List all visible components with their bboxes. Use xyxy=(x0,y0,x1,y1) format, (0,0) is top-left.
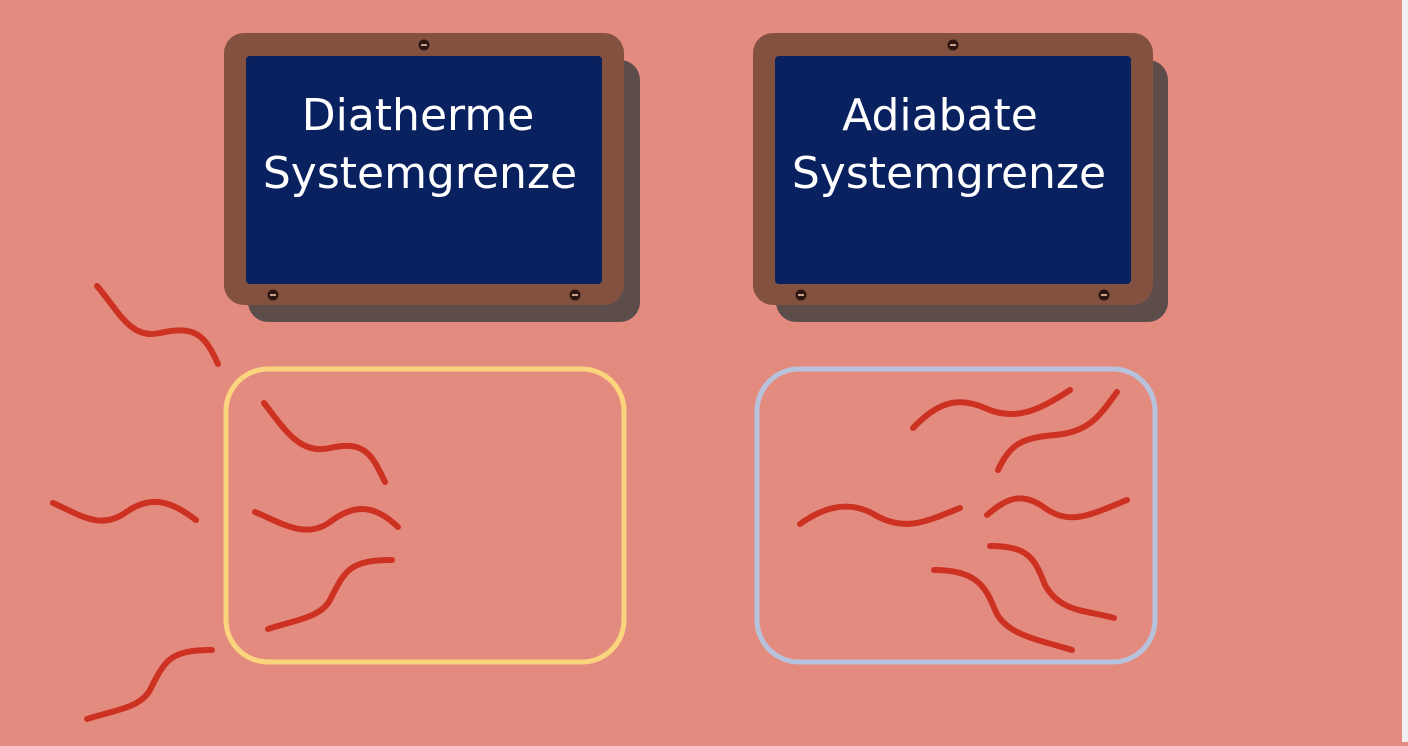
diathermal-boundary xyxy=(223,366,627,665)
wavy-heat-line-icon xyxy=(265,557,395,632)
sign-title-line-2: Systemgrenze xyxy=(792,148,1106,199)
sign-title-line-1: Adiabate xyxy=(842,90,1038,141)
sign-title-line-2: Systemgrenze xyxy=(263,148,577,199)
wavy-heat-line-icon xyxy=(931,567,1075,653)
wavy-heat-line-icon xyxy=(84,647,215,722)
screw-slot xyxy=(950,44,956,46)
adiabatic-heat-waves xyxy=(797,387,1130,653)
screw-slot xyxy=(1101,294,1107,296)
wavy-heat-line-icon xyxy=(984,495,1130,521)
screw-slot xyxy=(270,294,276,296)
wavy-heat-line-icon xyxy=(797,503,963,527)
screw-slot xyxy=(421,44,427,46)
adiabatic-boundary xyxy=(754,366,1158,665)
wavy-heat-line-icon xyxy=(987,543,1117,621)
wavy-heat-line-icon xyxy=(94,283,221,367)
sign-diatherme: Diatherme Systemgrenze xyxy=(224,33,640,322)
screw-slot xyxy=(798,294,804,296)
wavy-heat-line-icon xyxy=(261,400,388,485)
diathermal-heat-waves xyxy=(50,283,401,722)
sign-adiabate: Adiabate Systemgrenze xyxy=(753,33,1168,322)
sign-face xyxy=(246,56,602,284)
sign-title-line-1: Diatherme xyxy=(302,90,535,141)
sign-face xyxy=(775,56,1131,284)
wavy-heat-line-icon xyxy=(995,389,1120,473)
screw-slot xyxy=(572,294,578,296)
wavy-heat-line-icon xyxy=(50,498,199,524)
wavy-heat-line-icon xyxy=(910,387,1073,431)
wavy-heat-line-icon xyxy=(252,506,401,533)
right-edge-strip xyxy=(1402,0,1408,742)
